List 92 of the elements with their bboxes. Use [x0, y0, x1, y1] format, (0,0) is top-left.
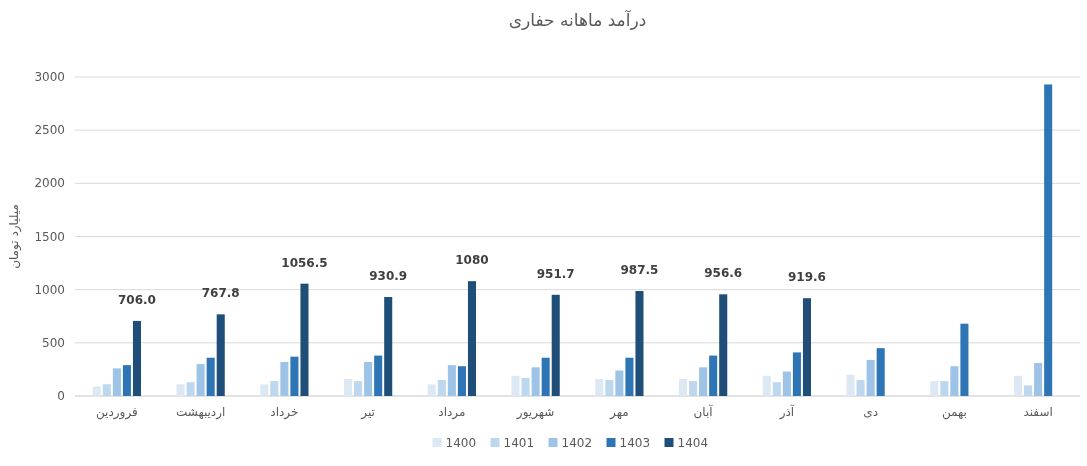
bar	[280, 361, 289, 396]
bar	[1014, 375, 1023, 396]
bar	[719, 294, 728, 396]
bar	[511, 375, 520, 396]
bar	[876, 348, 885, 396]
data-label: 767.8	[201, 286, 240, 301]
x-tick-label: شهریور	[515, 405, 555, 420]
legend-label: 1401	[503, 436, 535, 450]
bar	[344, 378, 353, 396]
y-tick-label: 1000	[34, 282, 65, 297]
bar	[772, 382, 781, 396]
y-tick-label: 0	[57, 389, 65, 403]
y-axis-title: میلیارد تومان	[7, 204, 22, 269]
bar	[112, 368, 121, 396]
bar	[206, 357, 215, 396]
legend-label: 1403	[619, 436, 651, 450]
bar	[615, 370, 624, 396]
x-tick-label: مهر	[609, 405, 629, 420]
data-label: 706.0	[117, 292, 156, 307]
bar	[290, 356, 299, 396]
bar	[1044, 84, 1053, 396]
data-label: 930.9	[369, 269, 408, 284]
bar	[699, 367, 708, 396]
data-label: 956.6	[704, 266, 743, 281]
bar	[176, 384, 185, 396]
bar	[866, 359, 875, 396]
bar	[605, 380, 614, 396]
bar	[364, 361, 373, 396]
bar	[856, 380, 865, 396]
bar	[196, 364, 205, 396]
bar	[457, 366, 466, 396]
y-tick-label: 500	[42, 335, 65, 350]
bar	[950, 366, 959, 396]
x-tick-label: اردیبهشت	[175, 405, 226, 420]
data-label: 987.5	[620, 263, 659, 277]
data-label: 919.6	[787, 270, 826, 285]
bar	[1034, 363, 1043, 396]
data-label: 951.7	[536, 266, 575, 281]
bar	[186, 382, 195, 396]
bar	[374, 355, 383, 396]
bar	[940, 381, 949, 396]
bar	[122, 365, 131, 396]
x-tick-label: فروردین	[95, 405, 138, 420]
bar	[960, 323, 969, 396]
legend-label: 1402	[561, 436, 593, 450]
bar	[551, 294, 560, 396]
bar	[102, 384, 111, 396]
y-tick-label: 2000	[34, 176, 65, 191]
x-tick-label: آبان	[693, 404, 714, 419]
x-tick-label: اسفند	[1023, 405, 1053, 419]
x-tick-label: تیر	[360, 405, 375, 420]
legend-label: 1400	[445, 436, 477, 450]
bar	[635, 291, 644, 396]
bar	[782, 371, 791, 396]
bar	[427, 384, 436, 396]
bar	[467, 281, 476, 396]
bar	[846, 374, 855, 396]
bar	[92, 386, 101, 396]
bar	[792, 352, 801, 396]
bar	[709, 355, 718, 396]
bar	[384, 297, 393, 396]
bar	[541, 357, 550, 396]
bar	[689, 381, 698, 396]
bar	[531, 367, 540, 396]
bar	[270, 381, 279, 396]
bar	[521, 377, 530, 396]
data-label: 1056.5	[281, 255, 328, 270]
bar	[216, 314, 225, 396]
bar	[132, 320, 141, 396]
bar	[437, 380, 446, 396]
bar	[447, 365, 456, 396]
x-tick-label: دی	[863, 405, 878, 419]
bar	[802, 298, 811, 396]
bar	[260, 384, 269, 396]
bar	[930, 381, 939, 396]
bar	[762, 375, 771, 396]
chart-title: درآمد ماهانه حفاری	[508, 9, 647, 30]
bar	[354, 381, 363, 396]
x-tick-label: بهمن	[941, 405, 967, 420]
x-tick-label: مرداد	[438, 405, 466, 420]
bar	[679, 378, 688, 396]
data-label: 1080	[455, 253, 489, 268]
y-tick-label: 1500	[34, 229, 65, 244]
y-tick-label: 2500	[34, 123, 65, 138]
x-tick-label: آذر	[778, 404, 795, 420]
x-tick-label: خرداد	[270, 405, 299, 420]
bar	[595, 378, 604, 396]
legend-label: 1404	[677, 436, 709, 450]
bar	[300, 283, 309, 396]
bar	[625, 357, 634, 396]
bar	[1024, 385, 1033, 396]
y-tick-label: 3000	[34, 70, 65, 84]
